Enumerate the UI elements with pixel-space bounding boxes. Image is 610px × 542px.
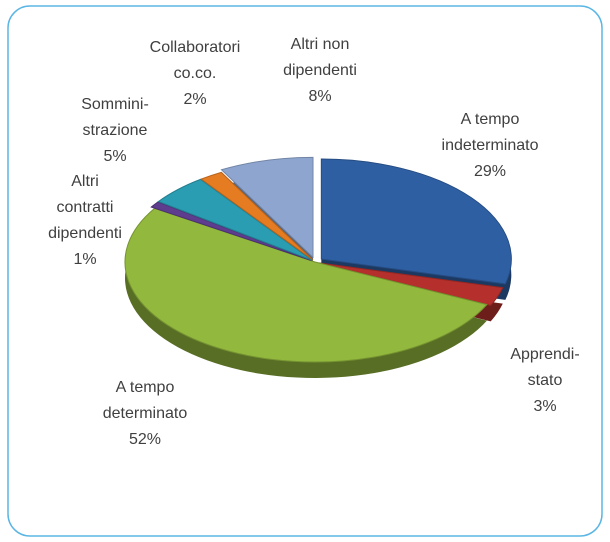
category-label: Sommini- [81,96,149,113]
slice [320,158,512,285]
value-label: 29% [474,163,506,180]
category-label: stato [528,372,563,389]
labels: A tempo indeterminato 29% Apprendi-stato 3% A… [48,36,580,448]
slice [200,171,314,261]
slice [124,207,488,363]
value-label: 5% [103,148,126,165]
category-label: Altri non [291,36,350,53]
category-label: Altri [71,173,99,190]
slice [318,262,504,306]
slice [157,178,313,261]
category-label: indeterminato [442,137,539,154]
category-label: strazione [83,122,148,139]
value-label: 1% [73,251,96,268]
category-label: contratti [57,199,114,216]
pie-tops [124,156,512,363]
category-label: A tempo [116,379,175,396]
slice [220,156,314,259]
value-label: 8% [308,88,331,105]
category-label: Collaboratori [150,39,241,56]
category-label: dipendenti [283,62,357,79]
category-label: dipendenti [48,225,122,242]
value-label: 2% [183,91,206,108]
category-label: determinato [103,405,188,422]
category-label: A tempo [461,111,520,128]
value-label: 3% [533,398,556,415]
value-label: 52% [129,431,161,448]
category-label: co.co. [174,65,217,82]
category-label: Apprendi- [510,346,579,363]
